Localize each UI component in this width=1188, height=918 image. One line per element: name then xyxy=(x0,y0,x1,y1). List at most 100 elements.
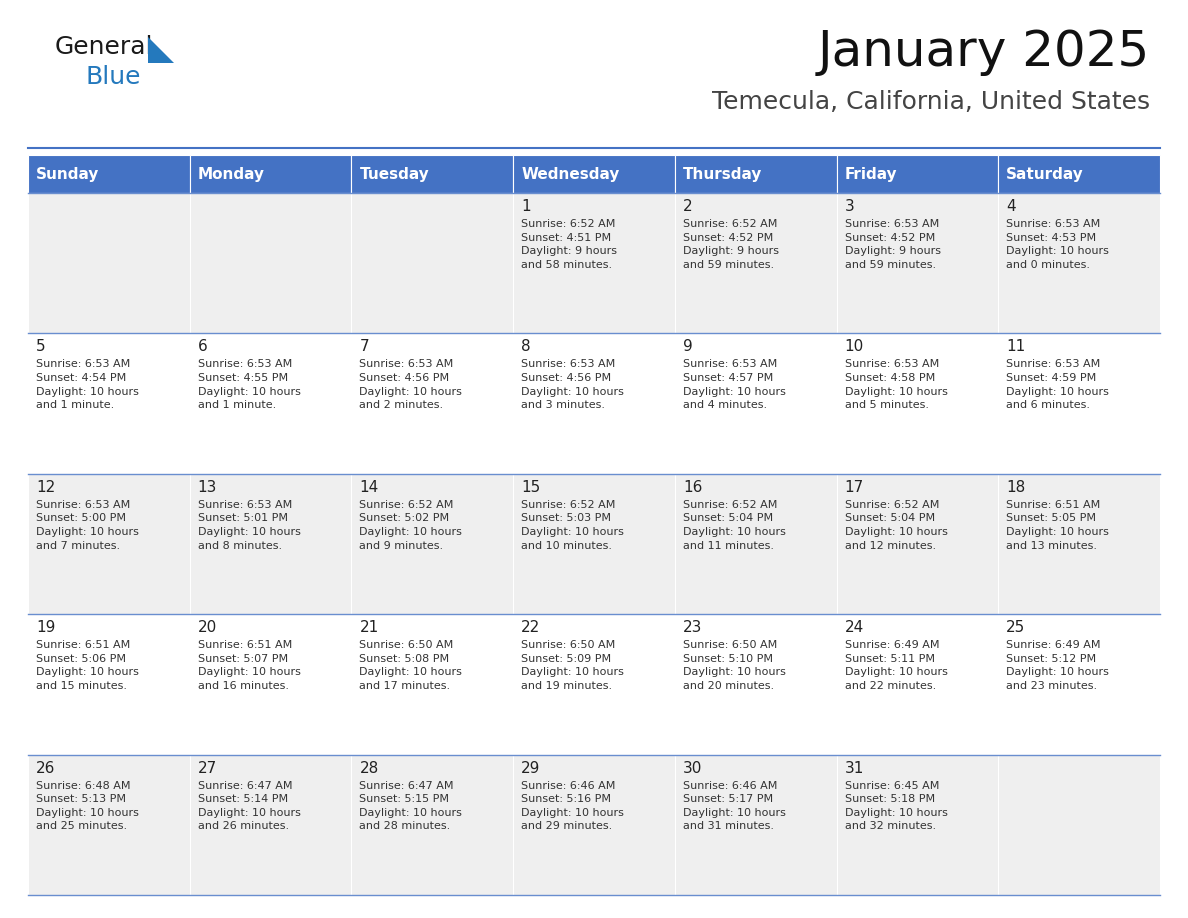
Bar xyxy=(836,614,998,755)
Bar xyxy=(998,474,1159,614)
Bar xyxy=(836,474,998,614)
Bar xyxy=(675,155,836,193)
Text: Sunrise: 6:53 AM
Sunset: 4:52 PM
Daylight: 9 hours
and 59 minutes.: Sunrise: 6:53 AM Sunset: 4:52 PM Dayligh… xyxy=(845,219,941,270)
Text: Sunrise: 6:51 AM
Sunset: 5:07 PM
Daylight: 10 hours
and 16 minutes.: Sunrise: 6:51 AM Sunset: 5:07 PM Dayligh… xyxy=(197,640,301,691)
Text: 11: 11 xyxy=(1006,340,1025,354)
Bar xyxy=(29,193,190,333)
Bar xyxy=(352,333,513,474)
Polygon shape xyxy=(148,37,173,63)
Text: Temecula, California, United States: Temecula, California, United States xyxy=(712,90,1150,114)
Bar xyxy=(675,614,836,755)
Text: Sunrise: 6:48 AM
Sunset: 5:13 PM
Daylight: 10 hours
and 25 minutes.: Sunrise: 6:48 AM Sunset: 5:13 PM Dayligh… xyxy=(36,780,139,832)
Bar xyxy=(836,193,998,333)
Bar xyxy=(190,193,352,333)
Text: Sunrise: 6:52 AM
Sunset: 4:51 PM
Daylight: 9 hours
and 58 minutes.: Sunrise: 6:52 AM Sunset: 4:51 PM Dayligh… xyxy=(522,219,617,270)
Text: 29: 29 xyxy=(522,761,541,776)
Text: 5: 5 xyxy=(36,340,45,354)
Text: 4: 4 xyxy=(1006,199,1016,214)
Bar xyxy=(352,755,513,895)
Text: Sunrise: 6:53 AM
Sunset: 4:55 PM
Daylight: 10 hours
and 1 minute.: Sunrise: 6:53 AM Sunset: 4:55 PM Dayligh… xyxy=(197,360,301,410)
Bar xyxy=(513,614,675,755)
Bar xyxy=(352,474,513,614)
Text: Sunrise: 6:53 AM
Sunset: 5:01 PM
Daylight: 10 hours
and 8 minutes.: Sunrise: 6:53 AM Sunset: 5:01 PM Dayligh… xyxy=(197,499,301,551)
Text: 3: 3 xyxy=(845,199,854,214)
Bar xyxy=(29,755,190,895)
Text: Sunrise: 6:51 AM
Sunset: 5:06 PM
Daylight: 10 hours
and 15 minutes.: Sunrise: 6:51 AM Sunset: 5:06 PM Dayligh… xyxy=(36,640,139,691)
Bar xyxy=(998,755,1159,895)
Text: 20: 20 xyxy=(197,621,217,635)
Text: 31: 31 xyxy=(845,761,864,776)
Bar xyxy=(675,474,836,614)
Bar xyxy=(29,474,190,614)
Bar xyxy=(513,333,675,474)
Bar xyxy=(513,755,675,895)
Text: 16: 16 xyxy=(683,480,702,495)
Bar xyxy=(352,193,513,333)
Text: 19: 19 xyxy=(36,621,56,635)
Text: Sunrise: 6:45 AM
Sunset: 5:18 PM
Daylight: 10 hours
and 32 minutes.: Sunrise: 6:45 AM Sunset: 5:18 PM Dayligh… xyxy=(845,780,948,832)
Text: Sunrise: 6:53 AM
Sunset: 4:54 PM
Daylight: 10 hours
and 1 minute.: Sunrise: 6:53 AM Sunset: 4:54 PM Dayligh… xyxy=(36,360,139,410)
Bar xyxy=(675,755,836,895)
Text: Sunrise: 6:50 AM
Sunset: 5:10 PM
Daylight: 10 hours
and 20 minutes.: Sunrise: 6:50 AM Sunset: 5:10 PM Dayligh… xyxy=(683,640,785,691)
Text: Sunrise: 6:53 AM
Sunset: 4:56 PM
Daylight: 10 hours
and 2 minutes.: Sunrise: 6:53 AM Sunset: 4:56 PM Dayligh… xyxy=(360,360,462,410)
Text: Sunrise: 6:52 AM
Sunset: 5:02 PM
Daylight: 10 hours
and 9 minutes.: Sunrise: 6:52 AM Sunset: 5:02 PM Dayligh… xyxy=(360,499,462,551)
Text: 2: 2 xyxy=(683,199,693,214)
Bar xyxy=(190,614,352,755)
Text: Sunrise: 6:47 AM
Sunset: 5:14 PM
Daylight: 10 hours
and 26 minutes.: Sunrise: 6:47 AM Sunset: 5:14 PM Dayligh… xyxy=(197,780,301,832)
Text: 17: 17 xyxy=(845,480,864,495)
Text: Sunrise: 6:52 AM
Sunset: 4:52 PM
Daylight: 9 hours
and 59 minutes.: Sunrise: 6:52 AM Sunset: 4:52 PM Dayligh… xyxy=(683,219,779,270)
Text: 28: 28 xyxy=(360,761,379,776)
Text: 14: 14 xyxy=(360,480,379,495)
Text: Wednesday: Wednesday xyxy=(522,166,619,182)
Bar xyxy=(836,155,998,193)
Text: 23: 23 xyxy=(683,621,702,635)
Text: 25: 25 xyxy=(1006,621,1025,635)
Text: 27: 27 xyxy=(197,761,217,776)
Bar xyxy=(513,155,675,193)
Text: Sunrise: 6:49 AM
Sunset: 5:12 PM
Daylight: 10 hours
and 23 minutes.: Sunrise: 6:49 AM Sunset: 5:12 PM Dayligh… xyxy=(1006,640,1110,691)
Text: 18: 18 xyxy=(1006,480,1025,495)
Bar xyxy=(513,193,675,333)
Bar xyxy=(513,474,675,614)
Text: Friday: Friday xyxy=(845,166,897,182)
Text: Sunrise: 6:50 AM
Sunset: 5:08 PM
Daylight: 10 hours
and 17 minutes.: Sunrise: 6:50 AM Sunset: 5:08 PM Dayligh… xyxy=(360,640,462,691)
Bar xyxy=(998,333,1159,474)
Text: Sunrise: 6:52 AM
Sunset: 5:04 PM
Daylight: 10 hours
and 12 minutes.: Sunrise: 6:52 AM Sunset: 5:04 PM Dayligh… xyxy=(845,499,948,551)
Bar xyxy=(998,614,1159,755)
Text: Sunday: Sunday xyxy=(36,166,100,182)
Bar xyxy=(836,755,998,895)
Text: Sunrise: 6:50 AM
Sunset: 5:09 PM
Daylight: 10 hours
and 19 minutes.: Sunrise: 6:50 AM Sunset: 5:09 PM Dayligh… xyxy=(522,640,624,691)
Text: 21: 21 xyxy=(360,621,379,635)
Bar xyxy=(352,155,513,193)
Text: 6: 6 xyxy=(197,340,208,354)
Bar xyxy=(675,193,836,333)
Text: Sunrise: 6:53 AM
Sunset: 4:56 PM
Daylight: 10 hours
and 3 minutes.: Sunrise: 6:53 AM Sunset: 4:56 PM Dayligh… xyxy=(522,360,624,410)
Bar xyxy=(29,333,190,474)
Text: Sunrise: 6:52 AM
Sunset: 5:03 PM
Daylight: 10 hours
and 10 minutes.: Sunrise: 6:52 AM Sunset: 5:03 PM Dayligh… xyxy=(522,499,624,551)
Bar xyxy=(998,193,1159,333)
Bar xyxy=(190,333,352,474)
Text: Sunrise: 6:46 AM
Sunset: 5:17 PM
Daylight: 10 hours
and 31 minutes.: Sunrise: 6:46 AM Sunset: 5:17 PM Dayligh… xyxy=(683,780,785,832)
Text: 8: 8 xyxy=(522,340,531,354)
Text: Sunrise: 6:49 AM
Sunset: 5:11 PM
Daylight: 10 hours
and 22 minutes.: Sunrise: 6:49 AM Sunset: 5:11 PM Dayligh… xyxy=(845,640,948,691)
Text: 24: 24 xyxy=(845,621,864,635)
Text: 26: 26 xyxy=(36,761,56,776)
Text: Sunrise: 6:53 AM
Sunset: 4:59 PM
Daylight: 10 hours
and 6 minutes.: Sunrise: 6:53 AM Sunset: 4:59 PM Dayligh… xyxy=(1006,360,1110,410)
Text: 13: 13 xyxy=(197,480,217,495)
Bar xyxy=(352,614,513,755)
Text: 15: 15 xyxy=(522,480,541,495)
Text: Sunrise: 6:46 AM
Sunset: 5:16 PM
Daylight: 10 hours
and 29 minutes.: Sunrise: 6:46 AM Sunset: 5:16 PM Dayligh… xyxy=(522,780,624,832)
Text: 1: 1 xyxy=(522,199,531,214)
Text: Sunrise: 6:53 AM
Sunset: 4:57 PM
Daylight: 10 hours
and 4 minutes.: Sunrise: 6:53 AM Sunset: 4:57 PM Dayligh… xyxy=(683,360,785,410)
Text: Sunrise: 6:53 AM
Sunset: 5:00 PM
Daylight: 10 hours
and 7 minutes.: Sunrise: 6:53 AM Sunset: 5:00 PM Dayligh… xyxy=(36,499,139,551)
Text: Saturday: Saturday xyxy=(1006,166,1083,182)
Text: Sunrise: 6:51 AM
Sunset: 5:05 PM
Daylight: 10 hours
and 13 minutes.: Sunrise: 6:51 AM Sunset: 5:05 PM Dayligh… xyxy=(1006,499,1110,551)
Text: 22: 22 xyxy=(522,621,541,635)
Bar xyxy=(836,333,998,474)
Bar xyxy=(29,155,190,193)
Bar xyxy=(190,755,352,895)
Text: 10: 10 xyxy=(845,340,864,354)
Bar xyxy=(675,333,836,474)
Bar xyxy=(190,474,352,614)
Text: Tuesday: Tuesday xyxy=(360,166,429,182)
